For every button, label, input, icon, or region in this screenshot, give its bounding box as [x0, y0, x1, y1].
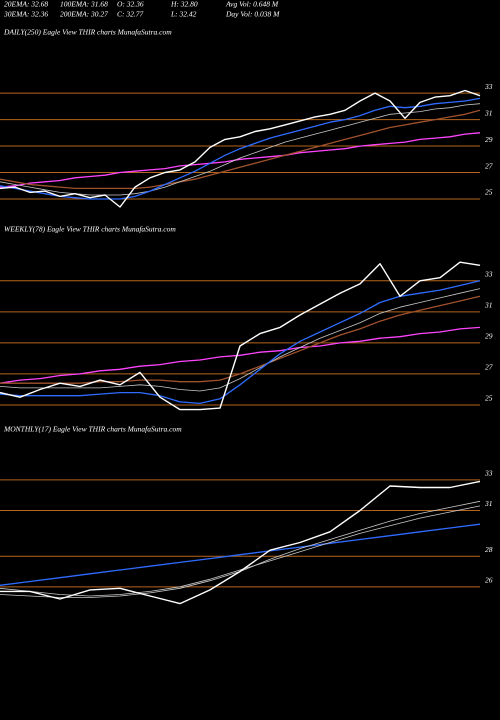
- header-stat: L: 32.42: [170, 10, 197, 19]
- series-line: [0, 295, 481, 384]
- y-tick-label: 27: [485, 161, 493, 170]
- header-stat: Avg Vol: 0.648 M: [225, 0, 279, 9]
- y-tick-label: 31: [484, 499, 493, 508]
- y-tick-label: 25: [485, 188, 493, 197]
- y-tick-label: 25: [485, 394, 493, 403]
- header-stat: C: 32.77: [117, 10, 144, 19]
- header-stat: 20EMA: 32.68: [4, 0, 48, 9]
- y-tick-label: 33: [484, 82, 493, 91]
- header-stat: H: 32.80: [170, 0, 198, 9]
- header-stat: 30EMA: 32.36: [3, 10, 48, 19]
- series-line: [0, 109, 481, 190]
- y-tick-label: 27: [485, 363, 493, 372]
- series-line: [0, 89, 481, 208]
- series-line: [0, 523, 481, 586]
- series-line: [0, 480, 481, 605]
- y-tick-label: 33: [484, 469, 493, 478]
- y-tick-label: 31: [484, 301, 493, 310]
- header-stat: Day Vol: 0.038 M: [225, 10, 280, 19]
- header-stat: 200EMA: 30.27: [60, 10, 108, 19]
- panel-title: WEEKLY(78) Eagle View THIR charts Munafa…: [4, 225, 176, 234]
- y-tick-label: 26: [485, 576, 493, 585]
- y-tick-label: 29: [485, 332, 493, 341]
- series-line: [0, 505, 481, 597]
- series-line: [0, 97, 481, 200]
- y-tick-label: 28: [485, 545, 493, 554]
- series-line: [0, 326, 481, 384]
- y-tick-label: 29: [485, 135, 493, 144]
- series-line: [0, 288, 481, 392]
- panel-title: DAILY(250) Eagle View THIR charts Munafa…: [3, 28, 172, 37]
- header-stat: O: 32.36: [117, 0, 144, 9]
- y-tick-label: 33: [484, 270, 493, 279]
- panel-title: MONTHLY(17) Eagle View THIR charts Munaf…: [3, 425, 182, 434]
- y-tick-label: 31: [484, 108, 493, 117]
- header-stat: 100EMA: 31.68: [60, 0, 108, 9]
- series-line: [0, 261, 481, 411]
- series-line: [0, 132, 481, 188]
